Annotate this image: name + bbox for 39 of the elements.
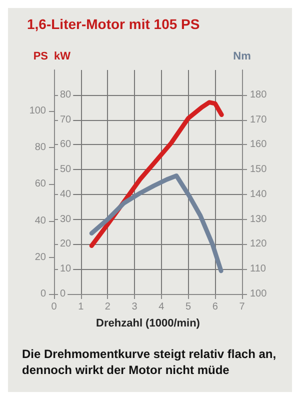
line-series — [89, 174, 224, 274]
y-tick-label: 80 — [60, 89, 72, 100]
y2-tick-label: 110 — [250, 264, 266, 275]
y2-tick-label: 140 — [250, 188, 268, 200]
y-tick-label: 50 — [60, 164, 72, 176]
y2-tick-label: 130 — [250, 214, 268, 225]
y2-tick-label: 180 — [250, 89, 268, 100]
y-tick-label: 60 — [60, 139, 72, 150]
chart-title: 1,6-Liter-Motor mit 105 PS — [27, 16, 200, 32]
x-tick-label: 6 — [212, 302, 218, 312]
x-tick-label: 3 — [132, 302, 138, 312]
x-tick-label: 0 — [51, 302, 58, 312]
x-tick-label: 5 — [186, 302, 192, 312]
y2-axis-title: Nm — [233, 50, 252, 62]
y-tick-label: 30 — [60, 214, 72, 225]
y2-tick-label: 160 — [250, 139, 268, 150]
y2-tick-label: 150 — [250, 164, 268, 176]
y3-tick-label: 60 — [34, 178, 46, 190]
y-tick-label: 0 — [60, 288, 66, 300]
text: Die Drehmomentkurve steigt relativ flach an, dennoch wirkt der Motor nicht müde — [22, 347, 280, 377]
y3-tick-label: 80 — [34, 142, 46, 154]
y2-tick-label: 120 — [250, 238, 268, 250]
y3-tick-label: 100 — [29, 105, 46, 116]
y3-tick-label: 20 — [34, 252, 46, 263]
y-tick-label: 40 — [60, 188, 72, 200]
y2-tick-label: 100 — [250, 288, 268, 300]
x-tick-label: 1 — [78, 302, 84, 312]
x-tick-label: 7 — [239, 302, 246, 312]
y-tick-label: 70 — [60, 114, 72, 126]
y3-axis-title: PS — [33, 50, 48, 62]
y3-tick-label: 0 — [40, 288, 46, 300]
y-axis-title: kW — [54, 50, 72, 62]
y-tick-label: 10 — [60, 264, 72, 275]
y2-tick-label: 170 — [250, 114, 268, 126]
y3-tick-label: 40 — [34, 215, 46, 226]
x-tick-label: 4 — [158, 302, 165, 312]
x-tick-label: 2 — [104, 302, 111, 312]
x-axis-title: Drehzahl (1000/min) — [96, 318, 200, 330]
y-tick-label: 20 — [60, 238, 72, 250]
